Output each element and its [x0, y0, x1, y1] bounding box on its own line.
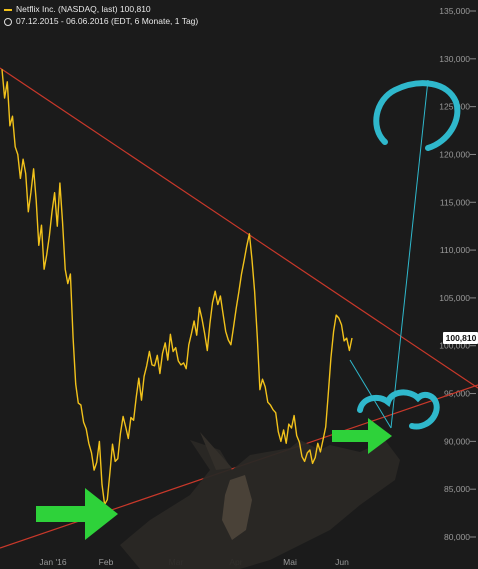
y-tick-label: 115,000: [440, 197, 470, 207]
cyan-hook-lower: [357, 389, 440, 430]
figure-head: [222, 475, 252, 540]
y-tick-label: 80,000: [444, 532, 470, 542]
resistance-trendline: [0, 67, 478, 389]
chart-header-title-row: Netflix Inc. (NASDAQ, last) 100,810: [4, 4, 151, 14]
x-tick-label: Jan '16: [39, 557, 66, 567]
projection-line-up: [390, 79, 429, 429]
figure-horn: [200, 432, 232, 470]
y-tick-label: 105,000: [439, 293, 470, 303]
last-price-label: 100,810: [446, 333, 477, 343]
y-tick-label: 100,000: [439, 341, 470, 351]
x-tick-label: Jun: [335, 557, 349, 567]
header-last-value: 100,810: [119, 4, 151, 14]
green-arrow-bottom: [36, 488, 118, 540]
chart-title: Netflix Inc. (NASDAQ, last): [16, 4, 118, 14]
y-tick-label: 130,000: [439, 54, 470, 64]
y-tick-label: 90,000: [444, 436, 470, 446]
price-line: [1, 69, 353, 506]
y-tick-label: 85,000: [444, 484, 470, 494]
y-tick-label: 120,000: [439, 149, 470, 159]
chart-header-range-row: 07.12.2015 - 06.06.2016 (EDT, 6 Monate, …: [4, 16, 198, 26]
figure-silhouette: [120, 440, 400, 569]
y-tick-label: 95,000: [444, 389, 470, 399]
cyan-hook-upper: [373, 80, 461, 151]
y-tick-label: 135,000: [439, 6, 470, 16]
series-swatch: [4, 8, 12, 11]
x-tick-label: Feb: [99, 557, 114, 567]
y-tick-label: 110,000: [440, 245, 470, 255]
last-price-box: [443, 331, 478, 344]
projection-line-down: [349, 359, 392, 429]
x-tick-label: Mai: [283, 557, 297, 567]
clock-icon: [4, 17, 12, 26]
green-arrow-right: [332, 418, 392, 454]
date-range: 07.12.2015 - 06.06.2016 (EDT, 6 Monate, …: [16, 16, 199, 26]
